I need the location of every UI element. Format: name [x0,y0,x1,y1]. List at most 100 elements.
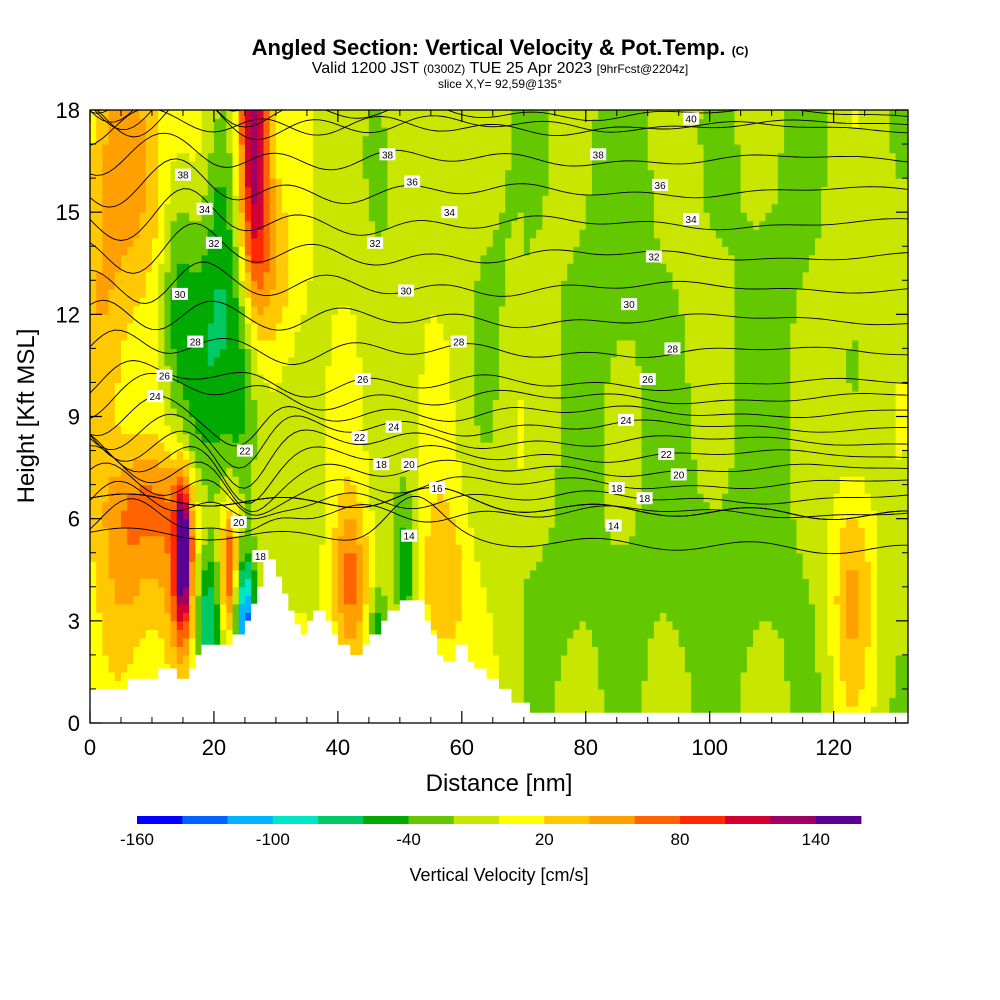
heatmap-cell [499,195,506,205]
heatmap-cell [331,263,339,273]
heatmap-cell [195,144,203,154]
heatmap-cell [362,178,370,188]
heatmap-cell [505,220,512,230]
heatmap-cell [164,110,172,120]
heatmap-cell [90,518,97,528]
heatmap-cell [344,629,351,639]
heatmap-cell [127,365,134,375]
heatmap-cell [294,407,302,418]
heatmap-cell [120,544,128,554]
heatmap-cell [387,399,395,409]
heatmap-cell [399,356,407,367]
heatmap-cell [468,356,475,367]
heatmap-cell [226,399,234,409]
heatmap-cell [325,552,333,562]
heatmap-cell [288,510,296,520]
heatmap-cell [437,254,444,264]
heatmap-cell [269,314,277,324]
heatmap-cell [133,322,141,332]
heatmap-cell [381,178,389,188]
heatmap-cell [430,135,438,145]
heatmap-cell [127,246,134,256]
heatmap-cell [220,152,227,162]
heatmap-cell [282,144,289,154]
heatmap-cell [300,246,308,256]
heatmap-cell [145,305,153,315]
heatmap-cell [313,195,320,205]
heatmap-cell [368,152,376,162]
heatmap-cell [511,484,519,494]
heatmap-cell [362,629,370,639]
heatmap-cell [424,603,432,613]
heatmap-cell [145,322,153,332]
heatmap-cell [226,186,234,196]
heatmap-cell [474,595,482,605]
heatmap-cell [437,212,444,222]
heatmap-cell [108,586,116,596]
heatmap-cell [381,527,389,537]
heatmap-cell [90,212,97,222]
heatmap-cell [120,450,128,460]
heatmap-cell [480,254,488,264]
heatmap-cell [313,493,320,503]
heatmap-cell [145,654,153,664]
heatmap-cell [213,595,221,605]
heatmap-cell [269,110,277,120]
heatmap-cell [139,373,147,384]
heatmap-cell [164,271,172,281]
heatmap-cell [164,603,172,613]
heatmap-cell [356,322,364,332]
heatmap-cell [337,552,345,562]
heatmap-cell [251,569,258,579]
heatmap-cell [474,246,482,256]
heatmap-cell [387,407,395,418]
heatmap-cell [362,407,370,418]
heatmap-cell [356,254,364,264]
heatmap-cell [331,169,339,179]
heatmap-cell [455,603,463,613]
heatmap-cell [381,433,389,443]
heatmap-cell [362,348,370,358]
heatmap-cell [120,314,128,324]
heatmap-cell [387,280,395,290]
heatmap-cell [90,654,97,664]
heatmap-cell [325,569,333,579]
heatmap-cell [220,161,227,171]
heatmap-cell [399,263,407,273]
heatmap-cell [486,288,494,298]
heatmap-cell [164,263,172,273]
heatmap-cell [461,203,469,213]
heatmap-cell [306,118,314,128]
heatmap-cell [300,229,308,239]
heatmap-cell [455,595,463,605]
heatmap-cell [424,246,432,256]
heatmap-cell [399,544,407,554]
heatmap-cell [344,186,351,196]
heatmap-cell [275,203,283,213]
heatmap-cell [176,612,184,622]
heatmap-cell [145,629,153,639]
heatmap-cell [375,544,382,554]
heatmap-cell [387,578,395,588]
heatmap-cell [195,629,203,639]
heatmap-cell [399,169,407,179]
heatmap-cell [331,305,339,315]
heatmap-cell [449,382,457,392]
heatmap-cell [145,178,153,188]
heatmap-cell [418,161,426,171]
heatmap-cell [232,510,240,520]
heatmap-cell [139,382,147,392]
heatmap-cell [430,169,438,179]
heatmap-cell [257,110,265,120]
heatmap-cell [313,297,320,307]
heatmap-cell [499,348,506,358]
heatmap-cell [449,425,457,435]
heatmap-cell [375,305,382,315]
heatmap-cell [437,637,444,647]
heatmap-cell [164,280,172,290]
heatmap-cell [170,433,178,443]
heatmap-cell [455,356,463,367]
heatmap-cell [108,518,116,528]
heatmap-cell [505,229,512,239]
heatmap-cell [90,544,97,554]
